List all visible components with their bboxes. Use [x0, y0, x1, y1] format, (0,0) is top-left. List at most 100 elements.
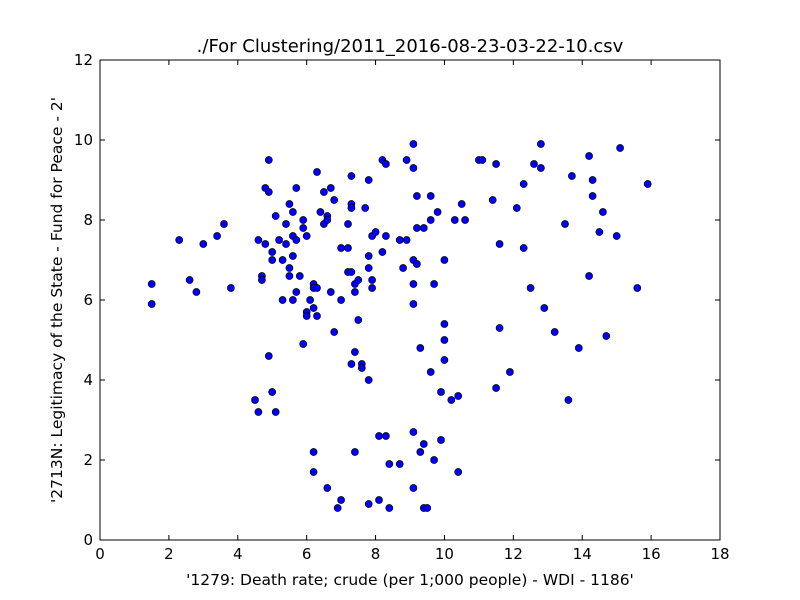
- data-point: [251, 396, 259, 404]
- data-point: [433, 208, 442, 216]
- data-point: [382, 160, 390, 168]
- data-point: [354, 316, 363, 324]
- data-point: [395, 236, 404, 244]
- data-point: [326, 288, 335, 296]
- data-point: [147, 300, 156, 308]
- plot-area: [99, 59, 721, 541]
- data-point: [399, 264, 407, 272]
- data-point: [426, 216, 435, 224]
- data-point: [416, 344, 425, 352]
- data-point: [264, 352, 273, 360]
- data-point: [364, 376, 373, 384]
- data-point: [413, 192, 421, 200]
- data-point: [333, 504, 342, 512]
- data-point: [313, 168, 321, 176]
- data-point: [175, 236, 184, 244]
- data-point: [330, 328, 339, 336]
- data-point: [506, 368, 514, 376]
- data-point: [447, 396, 456, 404]
- x-tick-label: 16: [642, 545, 661, 563]
- data-point: [364, 264, 373, 272]
- data-point: [278, 256, 287, 264]
- data-point: [285, 272, 294, 280]
- data-point: [264, 156, 273, 164]
- data-point: [282, 220, 290, 228]
- data-point: [492, 160, 500, 168]
- x-tick-label: 2: [164, 545, 174, 563]
- chart-title: ./For Clustering/2011_2016-08-23-03-22-1…: [197, 36, 624, 57]
- data-point: [299, 216, 308, 224]
- data-point: [299, 340, 308, 348]
- data-point: [302, 232, 311, 240]
- data-point: [409, 164, 418, 172]
- data-point: [430, 280, 438, 288]
- data-point: [450, 216, 459, 224]
- data-point: [292, 184, 301, 192]
- x-tick-label: 4: [233, 545, 243, 563]
- data-point: [454, 468, 463, 476]
- data-point: [585, 152, 593, 160]
- data-point: [519, 180, 528, 188]
- data-point: [320, 188, 328, 196]
- data-point: [540, 304, 549, 312]
- data-point: [492, 384, 500, 392]
- data-point: [633, 284, 642, 292]
- data-point: [440, 356, 449, 364]
- data-point: [430, 456, 438, 464]
- data-point: [568, 172, 576, 180]
- data-point: [574, 344, 583, 352]
- data-point: [347, 360, 356, 368]
- data-point: [419, 440, 428, 448]
- data-point: [313, 312, 321, 320]
- data-point: [347, 204, 356, 212]
- data-point: [199, 240, 208, 248]
- data-point: [313, 284, 321, 292]
- data-point: [357, 364, 366, 372]
- data-point: [361, 204, 370, 212]
- data-point: [426, 368, 435, 376]
- data-point: [351, 448, 359, 456]
- x-tick-label: 8: [371, 545, 381, 563]
- data-point: [478, 156, 487, 164]
- data-point: [409, 428, 418, 436]
- data-point: [289, 252, 297, 260]
- data-point: [495, 324, 504, 332]
- data-point: [402, 156, 411, 164]
- data-point: [285, 264, 294, 272]
- data-point: [299, 224, 308, 232]
- data-point: [364, 176, 373, 184]
- data-point: [289, 208, 297, 216]
- data-point: [461, 216, 469, 224]
- data-point: [302, 312, 311, 320]
- y-tick-label: 6: [83, 291, 93, 309]
- data-point: [385, 504, 394, 512]
- data-point: [323, 216, 332, 224]
- data-point: [344, 220, 352, 228]
- data-point: [550, 328, 559, 336]
- y-tick-label: 0: [83, 531, 93, 549]
- data-point: [426, 192, 435, 200]
- data-point: [375, 496, 383, 504]
- data-point: [220, 220, 228, 228]
- data-point: [147, 280, 156, 288]
- data-point: [368, 276, 376, 284]
- data-point: [354, 276, 363, 284]
- x-tick-label: 14: [573, 545, 592, 563]
- data-point: [337, 296, 345, 304]
- data-point: [495, 240, 504, 248]
- data-point: [564, 396, 573, 404]
- data-point: [616, 144, 624, 152]
- data-point: [402, 236, 411, 244]
- data-point: [440, 320, 449, 328]
- y-tick-label: 8: [83, 211, 93, 229]
- data-point: [192, 288, 201, 296]
- data-point: [364, 252, 373, 260]
- data-point: [309, 304, 318, 312]
- data-point: [385, 460, 394, 468]
- data-point: [382, 432, 390, 440]
- data-point: [268, 248, 277, 256]
- data-point: [271, 212, 280, 220]
- x-tick-label: 18: [710, 545, 729, 563]
- data-point: [595, 228, 604, 236]
- data-point: [561, 220, 569, 228]
